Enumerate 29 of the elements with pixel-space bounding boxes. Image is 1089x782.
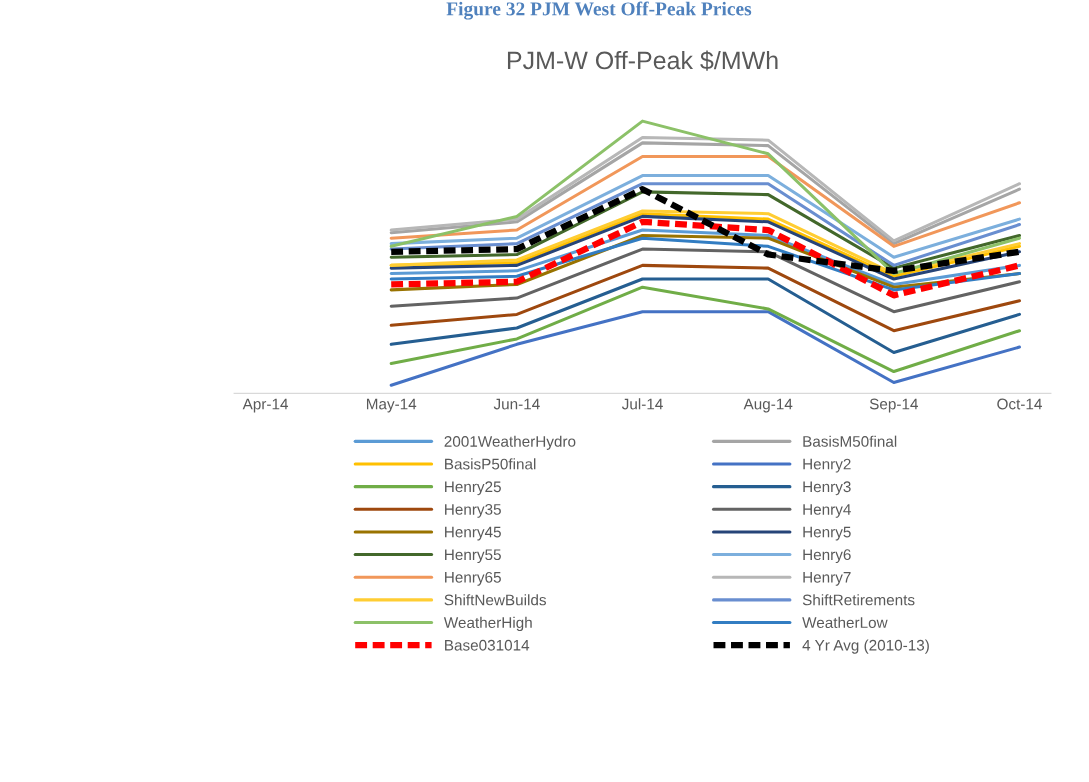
legend-label: 2001WeatherHydro bbox=[444, 435, 576, 450]
legend-label: Henry45 bbox=[445, 526, 501, 541]
legend-label: ShiftNewBuilds bbox=[444, 594, 546, 606]
chart-title: PJM-W Off-Peak $/MWh bbox=[507, 50, 778, 71]
legend-label: BasisP50final bbox=[445, 458, 536, 470]
legend-label: Henry2 bbox=[803, 458, 851, 473]
legend-label: ShiftRetirements bbox=[802, 594, 915, 606]
legend-label: Henry6 bbox=[803, 549, 851, 564]
legend-label: WeatherHigh bbox=[443, 616, 532, 632]
legend-label: Base031014 bbox=[445, 639, 530, 651]
legend-label: Henry4 bbox=[803, 504, 851, 518]
x-tick-label: Oct-14 bbox=[997, 398, 1042, 410]
x-tick-label: Apr-14 bbox=[242, 398, 289, 413]
x-tick-label: Jun-14 bbox=[493, 398, 540, 410]
caption: Figure 32 PJM West Off-Peak Prices bbox=[446, 1, 752, 20]
x-tick-label: Aug-14 bbox=[743, 398, 793, 413]
x-tick-label: Sep-14 bbox=[869, 398, 918, 413]
x-tick-label: Jul-14 bbox=[621, 398, 663, 410]
legend-label: Henry3 bbox=[803, 481, 851, 496]
legend-label: Henry5 bbox=[803, 526, 851, 541]
legend-label: Henry65 bbox=[445, 571, 501, 586]
legend-label: Henry7 bbox=[803, 572, 851, 586]
legend-label: WeatherLow bbox=[802, 616, 888, 629]
x-tick-label: May-14 bbox=[366, 398, 417, 413]
legend-label: Henry25 bbox=[445, 481, 501, 496]
legend-label: Henry55 bbox=[445, 549, 501, 564]
legend-label: BasisM50final bbox=[803, 435, 897, 447]
legend-label: Henry35 bbox=[445, 503, 501, 518]
legend-label: 4 Yr Avg (2010-13) bbox=[802, 639, 929, 654]
